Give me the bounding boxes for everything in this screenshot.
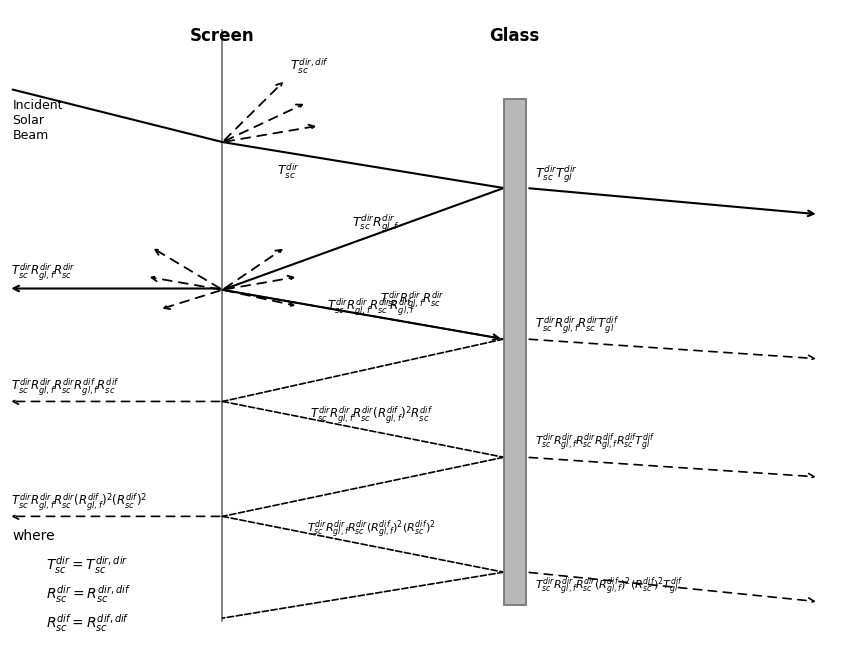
Text: where: where xyxy=(13,529,55,543)
Text: $T_{sc}^{dir}R_{gl,f}^{dir}R_{sc}^{dir}(R_{gl,f}^{dif})^2(R_{sc}^{dif})^2$: $T_{sc}^{dir}R_{gl,f}^{dir}R_{sc}^{dir}(… xyxy=(307,519,436,541)
Text: $R_{sc}^{dif} = R_{sc}^{dif,dif}$: $R_{sc}^{dif} = R_{sc}^{dif,dif}$ xyxy=(46,612,130,634)
Text: $T_{sc}^{dir}R_{gl,f}^{dir}R_{sc}^{dir}R_{gl,f}^{dif}$: $T_{sc}^{dir}R_{gl,f}^{dir}R_{sc}^{dir}R… xyxy=(327,297,416,318)
Text: $T_{sc}^{dir}T_{gl}^{dir}$: $T_{sc}^{dir}T_{gl}^{dir}$ xyxy=(535,164,577,185)
Bar xyxy=(504,99,527,605)
Text: $R_{sc}^{dir} = R_{sc}^{dir,dif}$: $R_{sc}^{dir} = R_{sc}^{dir,dif}$ xyxy=(46,583,131,605)
Text: $T_{sc}^{dir}R_{gl,f}^{dir}R_{sc}^{dir}(R_{gl,f}^{dif})^2(R_{sc}^{dif})^2T_{gl}^: $T_{sc}^{dir}R_{gl,f}^{dir}R_{sc}^{dir}(… xyxy=(535,575,683,598)
Text: $T_{sc}^{dir}R_{gl,f}^{dir}R_{sc}^{dir}$: $T_{sc}^{dir}R_{gl,f}^{dir}R_{sc}^{dir}$ xyxy=(11,262,75,283)
Text: Screen: Screen xyxy=(190,27,254,45)
Text: $T_{sc}^{dir}R_{gl,f}^{dir}R_{sc}^{dir}(R_{gl,f}^{dif})^2(R_{sc}^{dif})^2$: $T_{sc}^{dir}R_{gl,f}^{dir}R_{sc}^{dir}(… xyxy=(11,491,147,513)
Text: $T_{sc}^{dir}R_{gl,f}^{dir}R_{sc}^{dir}R_{gl,f}^{dif}R_{sc}^{dif}$: $T_{sc}^{dir}R_{gl,f}^{dir}R_{sc}^{dir}R… xyxy=(11,377,119,398)
Text: $T_{sc}^{dir}R_{gl,f}^{dir}R_{sc}^{dir}R_{gl,f}^{dif}R_{sc}^{dif}T_{gl}^{dif}$: $T_{sc}^{dir}R_{gl,f}^{dir}R_{sc}^{dir}R… xyxy=(535,432,655,454)
Text: $T_{sc}^{dir} = T_{sc}^{dir,dir}$: $T_{sc}^{dir} = T_{sc}^{dir,dir}$ xyxy=(46,555,128,577)
Text: $T_{sc}^{dir}R_{gl,f}^{dir}R_{sc}^{dir}$: $T_{sc}^{dir}R_{gl,f}^{dir}R_{sc}^{dir}$ xyxy=(380,290,444,311)
Text: $T_{sc}^{dir,dif}$: $T_{sc}^{dir,dif}$ xyxy=(290,57,328,76)
Text: $T_{sc}^{dir}R_{gl,f}^{dir}$: $T_{sc}^{dir}R_{gl,f}^{dir}$ xyxy=(352,212,399,233)
Text: $T_{sc}^{dir}R_{gl,f}^{dir}R_{sc}^{dir}(R_{gl,f}^{dif})^2R_{sc}^{dif}$: $T_{sc}^{dir}R_{gl,f}^{dir}R_{sc}^{dir}(… xyxy=(310,405,433,426)
Text: $T_{sc}^{dir}R_{gl,f}^{dir}R_{sc}^{dir}T_{gl}^{dif}$: $T_{sc}^{dir}R_{gl,f}^{dir}R_{sc}^{dir}T… xyxy=(535,315,619,336)
Text: Incident
Solar
Beam: Incident Solar Beam xyxy=(13,99,63,142)
Text: $T_{sc}^{dir}$: $T_{sc}^{dir}$ xyxy=(277,162,299,181)
Text: Glass: Glass xyxy=(489,27,540,45)
